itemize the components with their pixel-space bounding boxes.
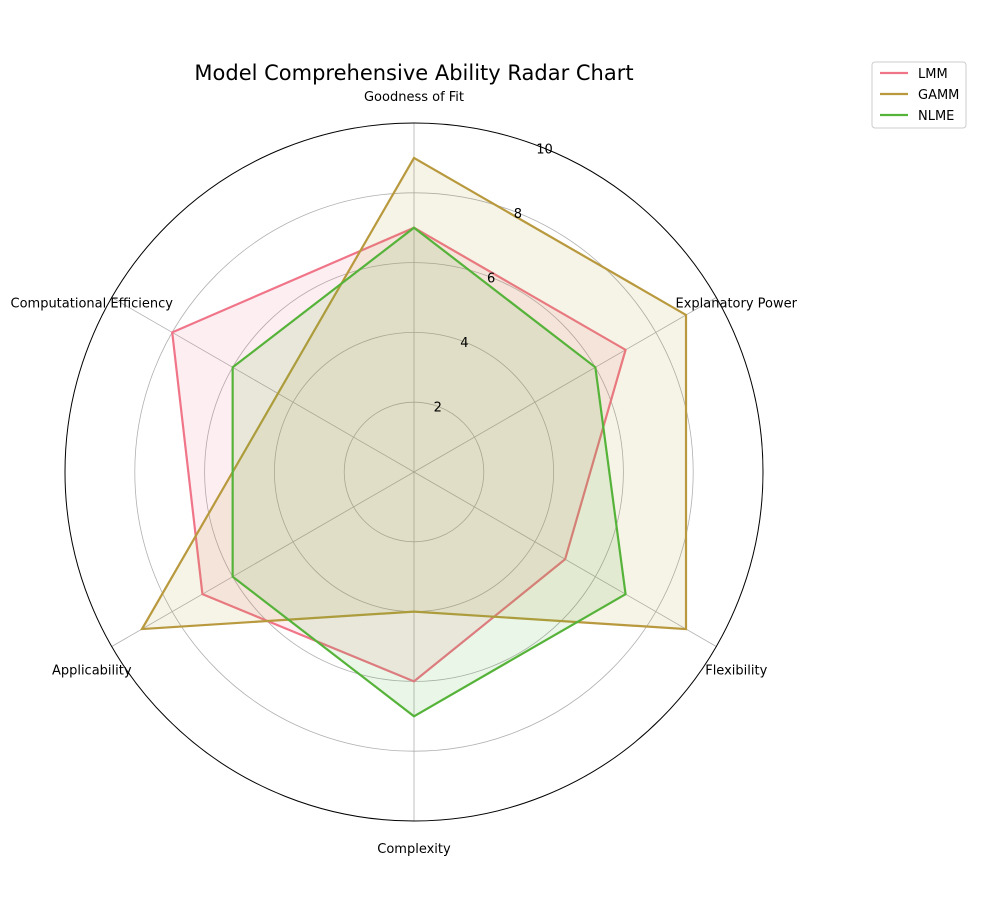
axis-labels: Goodness of Fit Explanatory Power Flexibil…: [11, 90, 798, 857]
spoke-explanatory-power: [413, 297, 717, 473]
tick-label-4: 4: [460, 336, 468, 351]
series-fill-lmm: [172, 227, 626, 682]
grid-circle-2: [343, 401, 485, 543]
tick-label-6: 6: [487, 272, 495, 287]
radial-ticks: 2 4 6 8 10: [434, 143, 553, 416]
outer-frame: [64, 122, 764, 822]
chart-title: Model Comprehensive Ability Radar Chart: [194, 61, 633, 85]
series-fill-gamm: [141, 157, 687, 630]
series-line-gamm: [140, 156, 688, 631]
series-gamm: [140, 156, 688, 631]
series-lmm: [171, 226, 627, 683]
tick-label-2: 2: [434, 401, 442, 416]
legend-label-nlme: NLME: [918, 109, 954, 124]
series-nlme: [231, 226, 627, 718]
axis-label-complexity: Complexity: [377, 842, 451, 857]
legend-label-lmm: LMM: [918, 67, 948, 82]
legend: LMM GAMM NLME: [871, 61, 967, 129]
axis-label-computational-efficiency: Computational Efficiency: [11, 297, 174, 312]
series-fill-nlme: [232, 227, 626, 717]
axis-label-flexibility: Flexibility: [705, 664, 767, 679]
legend-box: [871, 61, 967, 129]
tick-label-8: 8: [514, 207, 522, 222]
spoke-computational-efficiency: [111, 297, 415, 473]
tick-label-10: 10: [536, 143, 553, 158]
axis-label-explanatory-power: Explanatory Power: [676, 297, 798, 312]
grid-circle-8: [134, 192, 694, 752]
axis-label-applicability: Applicability: [52, 664, 132, 679]
legend-item-gamm: GAMM: [880, 88, 959, 103]
legend-item-nlme: NLME: [880, 109, 954, 124]
series-line-nlme: [231, 226, 627, 718]
series-line-lmm: [171, 226, 627, 683]
legend-label-gamm: GAMM: [918, 88, 959, 103]
spoke-applicability: [111, 471, 415, 647]
radar-series: [140, 156, 688, 718]
axis-label-goodness-of-fit: Goodness of Fit: [364, 90, 464, 105]
legend-item-lmm: LMM: [880, 67, 948, 82]
